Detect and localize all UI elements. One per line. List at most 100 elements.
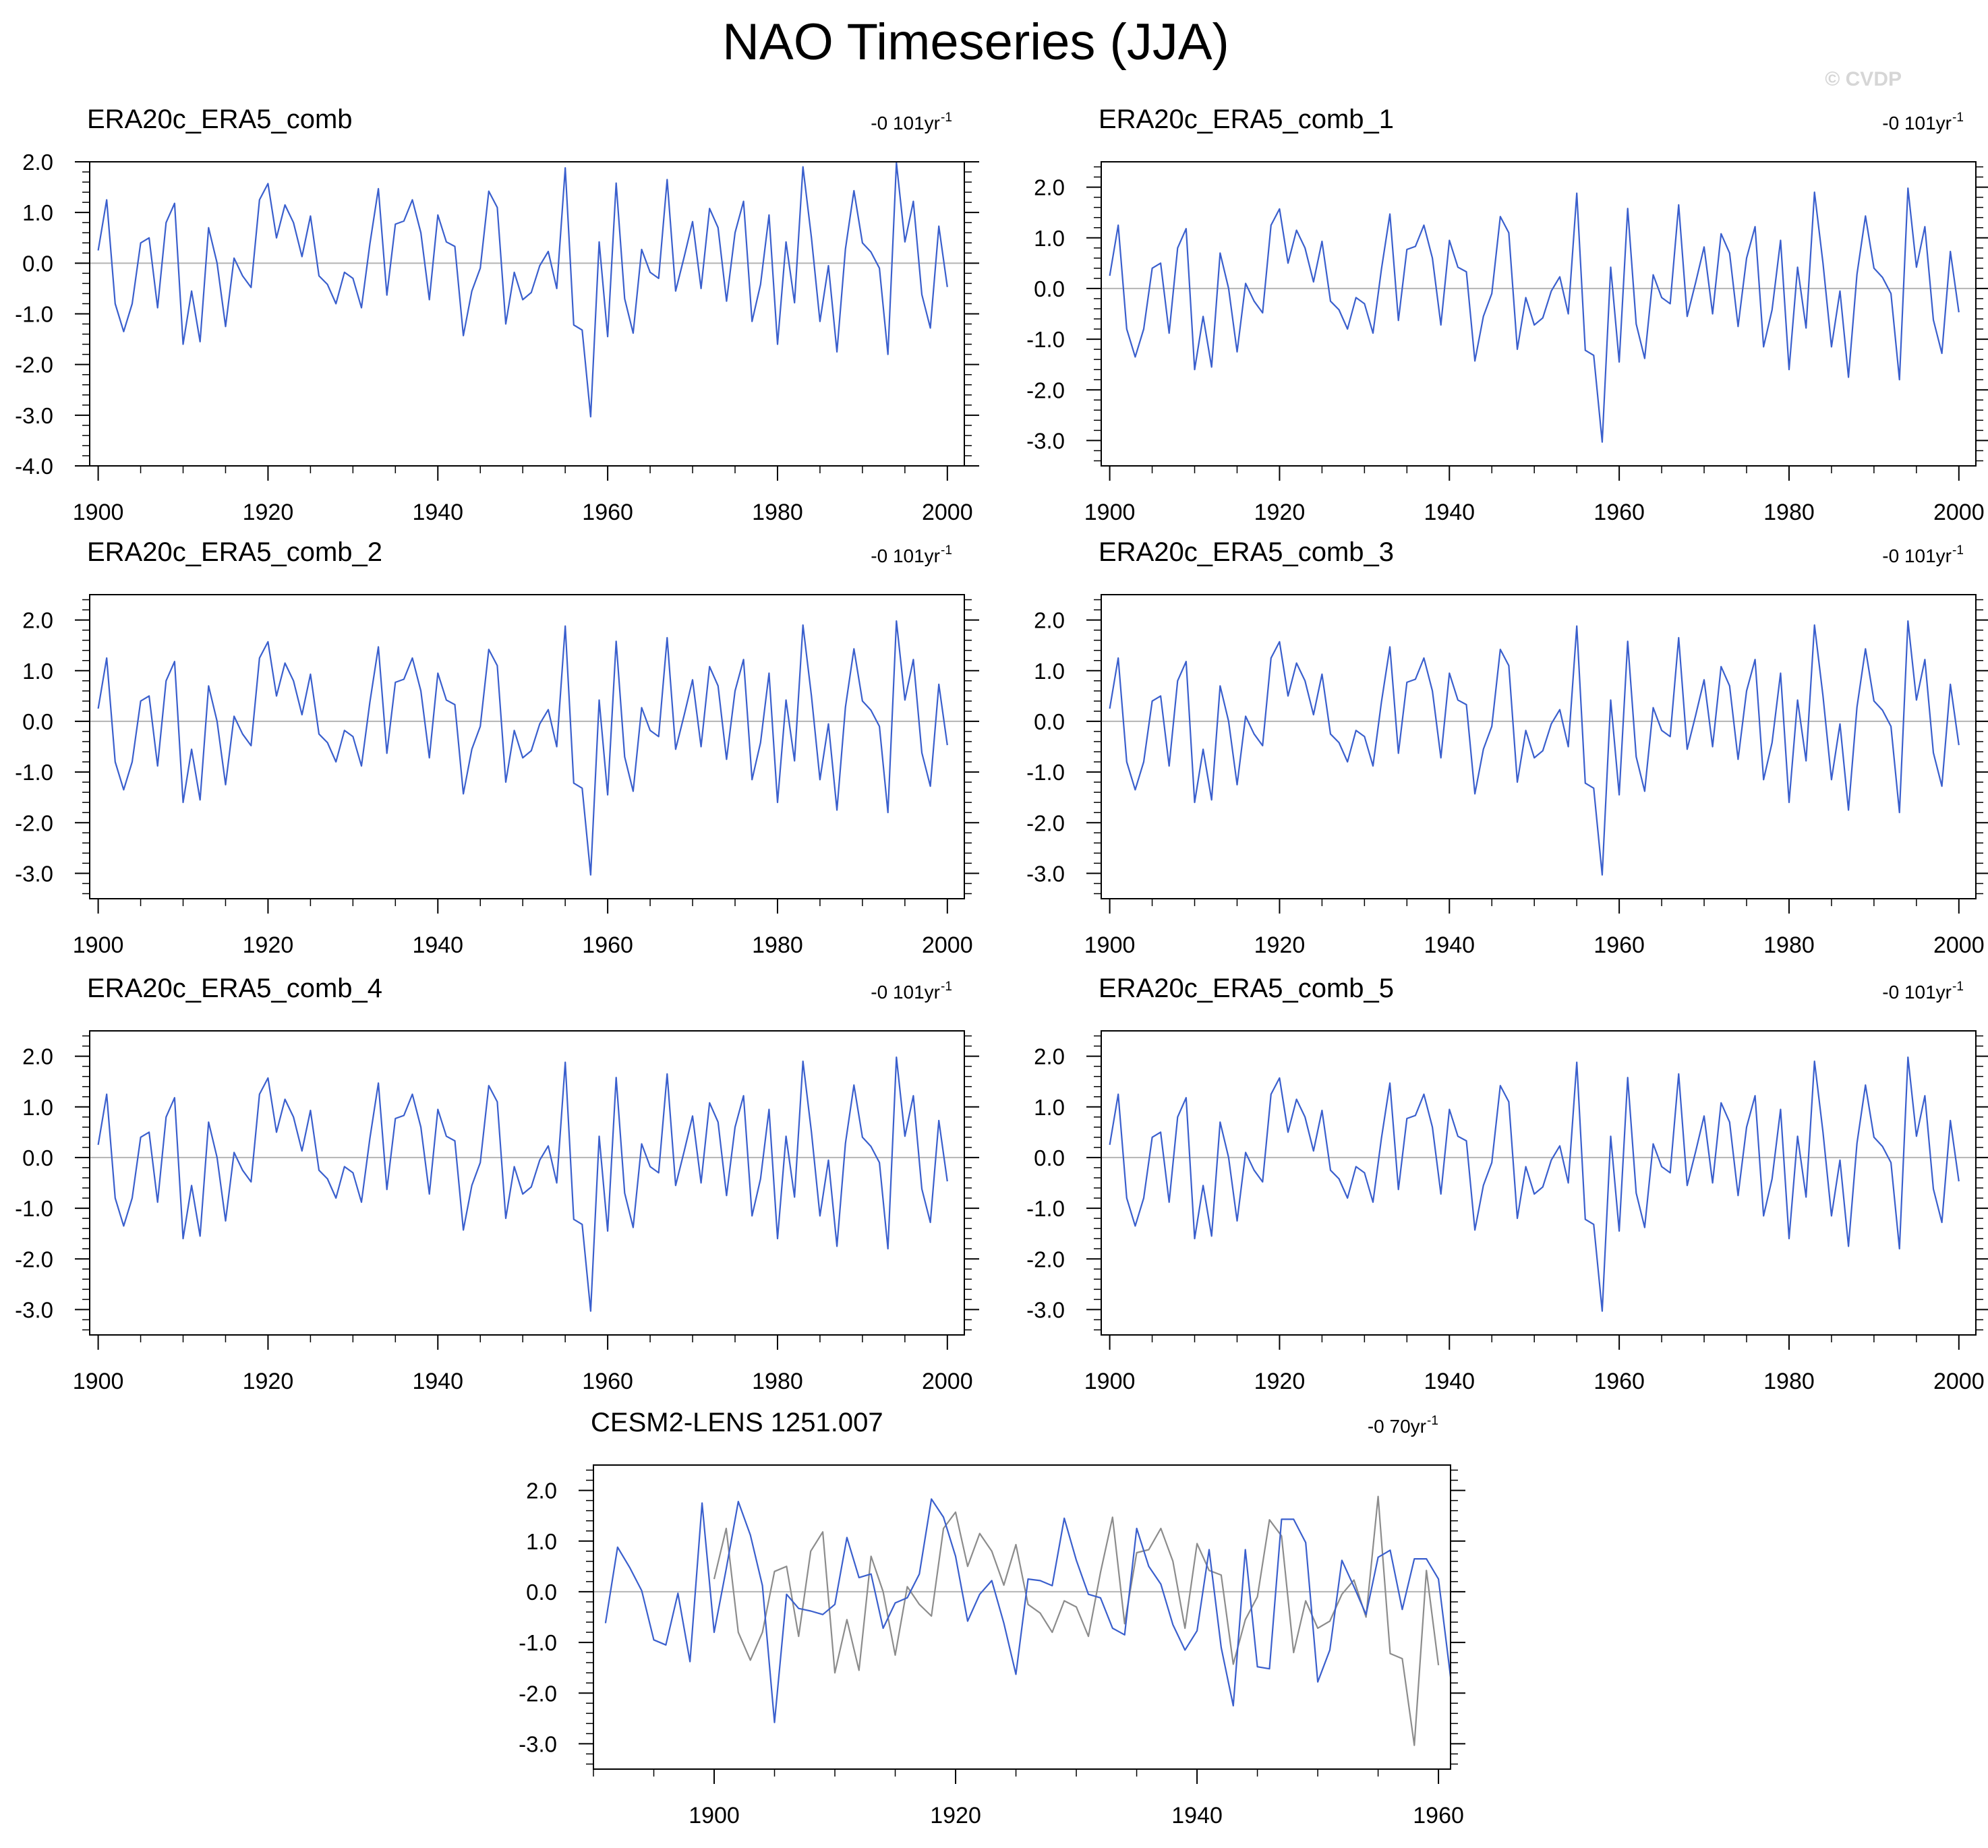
y-tick-label: 2.0 (22, 608, 53, 633)
x-tick-label: 1960 (1594, 932, 1645, 958)
y-tick-label: 2.0 (1034, 175, 1065, 200)
y-tick-label: 0.0 (1034, 276, 1065, 301)
trend-label: -0 101yr (1882, 113, 1952, 133)
y-tick-label: -3.0 (1026, 428, 1065, 453)
trend-label: -0 101yr (871, 982, 940, 1003)
trend-label: -0 101yr (1882, 982, 1952, 1003)
y-axis: 2.0 1.0 0.0 -1.0 -2.0 -3.0 (1026, 166, 1988, 462)
plot-frame (89, 1030, 965, 1336)
series-group (1109, 620, 1960, 876)
y-tick-label: -2.0 (1026, 810, 1065, 835)
y-axis: 2.0 1.0 0.0 -1.0 -2.0 -3.0 (15, 599, 979, 895)
trend-label: -0 101yr (1882, 545, 1952, 566)
x-tick-label: 1900 (1084, 1369, 1136, 1394)
credit-label: © CVDP (1825, 68, 1902, 90)
x-tick-label: 1960 (1594, 1369, 1645, 1394)
x-tick-label: 1920 (243, 932, 294, 958)
y-axis: 2.0 1.0 0.0 -1.0 -2.0 -3.0 (519, 1469, 1465, 1765)
series-line (1109, 1056, 1960, 1312)
y-tick-label: 0.0 (22, 709, 53, 734)
trend-label: -0 101yr (871, 113, 940, 133)
y-tick-label: 0.0 (1034, 709, 1065, 734)
panels: ERA20c_ERA5_comb -0 101yr -12.01.00.0-1.0-… (15, 105, 1988, 1828)
x-tick-label: 1960 (1413, 1803, 1464, 1828)
x-tick-label: 1940 (1171, 1803, 1223, 1828)
series-line (97, 162, 948, 418)
x-axis: 1900 1920 1940 1960 1980 2000 (1084, 466, 1985, 525)
y-tick-label: -3.0 (15, 403, 53, 428)
x-tick-label: 1940 (1424, 500, 1475, 525)
panel-3: ERA20c_ERA5_comb_2 -0 101yr -1 2.0 1.0 0.0 -1.… (15, 537, 979, 958)
x-tick-label: 1980 (752, 932, 803, 958)
series-line (97, 1056, 948, 1312)
y-tick-label: 2.0 (22, 150, 53, 175)
x-tick-label: 1960 (1594, 500, 1645, 525)
x-tick-label: 1900 (73, 500, 124, 525)
x-tick-label: 1940 (412, 500, 463, 525)
panel-2: ERA20c_ERA5_comb_1 -0 101yr -1 2.0 1.0 0.0 -1.… (1026, 105, 1988, 525)
trend-exponent: -1 (1952, 980, 1964, 994)
panel-title: ERA20c_ERA5_comb_4 (87, 974, 382, 1003)
panel-1: ERA20c_ERA5_comb -0 101yr -1 2.0 1.0 0.0 -1.0 -… (15, 105, 979, 525)
y-tick-label: -2.0 (15, 1247, 53, 1272)
series-line (1109, 187, 1960, 443)
x-tick-label: 1920 (243, 500, 294, 525)
y-tick-label: -2.0 (519, 1681, 557, 1706)
y-axis: 2.0 1.0 0.0 -1.0 -2.0 -3.0 -4.0 (15, 150, 979, 479)
y-tick-label: 0.0 (22, 251, 53, 276)
x-tick-label: 1980 (1763, 1369, 1815, 1394)
x-axis: 1900 1920 1940 1960 (593, 1769, 1464, 1828)
series-group (97, 162, 948, 418)
y-tick-label: -2.0 (1026, 378, 1065, 403)
trend-label: -0 70yr (1368, 1416, 1426, 1437)
y-tick-label: -1.0 (519, 1630, 557, 1655)
y-tick-label: 1.0 (1034, 1095, 1065, 1120)
x-tick-label: 2000 (922, 1369, 973, 1394)
trend-label: -0 101yr (871, 545, 940, 566)
series-line (97, 620, 948, 876)
x-tick-label: 2000 (922, 932, 973, 958)
trend-exponent: -1 (1952, 543, 1964, 558)
series-line (1109, 620, 1960, 876)
y-tick-label: -1.0 (1026, 327, 1065, 352)
x-tick-label: 1960 (582, 1369, 633, 1394)
x-tick-label: 1980 (752, 1369, 803, 1394)
y-tick-label: 0.0 (1034, 1145, 1065, 1170)
y-tick-label: 1.0 (22, 1095, 53, 1120)
y-tick-label: -2.0 (1026, 1247, 1065, 1272)
panel-title: CESM2-LENS 1251.007 (591, 1408, 883, 1437)
x-tick-label: 1900 (1084, 500, 1136, 525)
panel-4: ERA20c_ERA5_comb_3 -0 101yr -1 2.0 1.0 0.0 -1.… (1026, 537, 1988, 958)
x-tick-label: 1900 (73, 1369, 124, 1394)
trend-exponent: -1 (941, 111, 952, 125)
x-axis: 1900 1920 1940 1960 1980 2000 (73, 899, 973, 958)
x-tick-label: 1960 (582, 932, 633, 958)
x-axis: 1900 1920 1940 1960 1980 2000 (1084, 899, 1985, 958)
y-tick-label: -3.0 (15, 861, 53, 886)
panel-title: ERA20c_ERA5_comb_5 (1099, 974, 1394, 1003)
plot-frame (1101, 1030, 1977, 1336)
y-tick-label: -2.0 (15, 810, 53, 835)
y-tick-label: -3.0 (15, 1297, 53, 1322)
series-group (604, 1495, 1451, 1746)
figure-title: NAO Timeseries (JJA) (722, 13, 1229, 71)
x-tick-label: 1900 (1084, 932, 1136, 958)
trend-exponent: -1 (941, 980, 952, 994)
y-tick-label: -3.0 (1026, 861, 1065, 886)
trend-exponent: -1 (941, 543, 952, 558)
trend-exponent: -1 (1952, 111, 1964, 125)
y-tick-label: 1.0 (526, 1529, 557, 1554)
y-tick-label: 2.0 (1034, 608, 1065, 633)
y-tick-label: -1.0 (15, 302, 53, 327)
x-tick-label: 1960 (582, 500, 633, 525)
x-tick-label: 1920 (1254, 500, 1306, 525)
series-group (97, 1056, 948, 1312)
y-axis: 2.0 1.0 0.0 -1.0 -2.0 -3.0 (1026, 599, 1988, 895)
x-axis: 1900 1920 1940 1960 1980 2000 (73, 1335, 973, 1394)
y-tick-label: -1.0 (1026, 1196, 1065, 1221)
y-tick-label: -3.0 (519, 1731, 557, 1756)
y-tick-label: 2.0 (1034, 1044, 1065, 1069)
series-group (1109, 187, 1960, 443)
